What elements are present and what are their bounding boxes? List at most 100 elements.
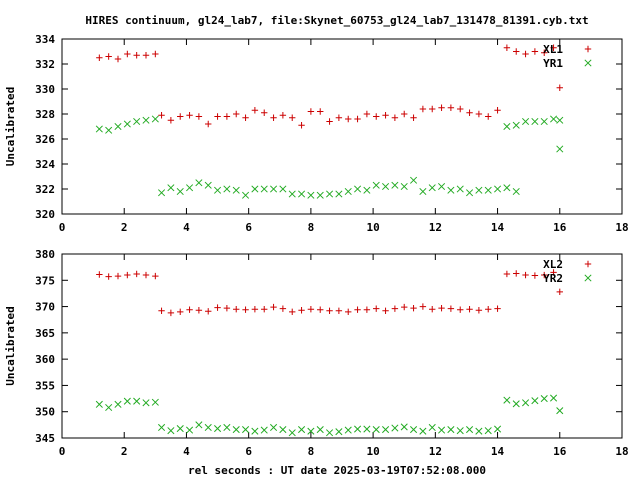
xl1-point <box>541 49 548 56</box>
yr2-point <box>142 399 150 407</box>
yr2-point <box>270 423 278 432</box>
plot-frame <box>61 38 623 215</box>
x-tick-label: 6 <box>245 445 252 458</box>
yr1-point <box>550 115 558 123</box>
yr1-point <box>260 185 268 193</box>
xl1-point <box>152 50 159 58</box>
xl2-point <box>550 269 557 276</box>
xl1-point <box>261 109 268 116</box>
legend-label: XL1 <box>543 43 563 56</box>
x-axis-label: rel seconds : UT date 2025-03-19T07:52:0… <box>188 464 486 477</box>
legend-label: YR2 <box>543 272 563 285</box>
top-panel: 0 2 4 6 8 10 12 14 16 18 320 322 324 326 328 330 332 334 U… <box>4 33 629 234</box>
yr2-point <box>123 397 131 405</box>
xl1-point <box>401 110 408 118</box>
xl2-point <box>429 306 436 313</box>
yr2-point <box>204 423 212 432</box>
yr2-point <box>279 426 287 434</box>
x-tick-label: 8 <box>308 445 315 458</box>
x-tick-label: 10 <box>366 445 379 458</box>
xl1-point <box>354 115 361 123</box>
xl1-point <box>233 110 240 118</box>
xl2-point <box>382 307 389 314</box>
y-tick-label: 330 <box>35 83 55 96</box>
xl1-point <box>410 114 417 121</box>
xl2-point <box>279 305 287 312</box>
yr1-point <box>151 115 159 123</box>
xl1-point <box>531 48 539 55</box>
yr2-point <box>251 427 259 435</box>
x-tick-label: 16 <box>553 445 567 458</box>
xl1-point <box>124 50 131 58</box>
xl2-point <box>114 272 122 280</box>
yr1-point <box>391 181 399 189</box>
xl1-point <box>457 105 464 113</box>
yr1-point <box>512 121 520 129</box>
legend-label: XL2 <box>543 258 563 271</box>
xl1-point <box>195 113 203 120</box>
yr1-point <box>316 191 324 199</box>
xl1-point <box>373 113 380 120</box>
xl2-point <box>326 307 333 314</box>
yr2-point <box>260 426 268 434</box>
yr1-point <box>419 187 427 196</box>
xl1-point <box>133 52 140 59</box>
xl1-point <box>475 110 483 118</box>
yr2-point <box>133 397 141 405</box>
xl2-point <box>410 304 417 312</box>
xl2-point <box>205 308 212 315</box>
x-tick-label: 10 <box>366 221 379 234</box>
yr2-point <box>307 427 315 435</box>
yr2-point <box>114 400 122 408</box>
xl1-point <box>419 105 427 113</box>
xl1-point <box>522 50 529 58</box>
xl1-point <box>485 113 492 120</box>
yr1-point <box>363 186 371 194</box>
xl2-point <box>485 306 492 313</box>
y-tick-label: 360 <box>35 353 55 366</box>
xl2-point <box>522 271 529 279</box>
xl2-point <box>223 304 231 312</box>
yr2-point <box>531 397 539 405</box>
xl2-point <box>195 307 203 314</box>
yr1-point <box>307 191 315 199</box>
xl2-point <box>133 270 140 278</box>
yr1-point <box>114 122 122 131</box>
xl1-point <box>466 109 473 116</box>
yr2-point <box>456 427 464 435</box>
xl1-point <box>214 113 221 120</box>
xl2-point <box>475 307 483 314</box>
xl2-point <box>531 272 539 279</box>
yr1-point <box>186 184 194 192</box>
yr2-point <box>428 423 436 432</box>
bottom-panel: 0 2 4 6 8 10 12 14 16 18 345 350 355 360 365 370 375 380 U… <box>4 248 629 458</box>
xl2-point <box>289 308 296 316</box>
yr1-point <box>223 185 231 193</box>
yr2-point <box>363 425 371 433</box>
y-tick-label: 365 <box>35 327 55 340</box>
xl1-point <box>279 112 287 119</box>
yr1-point <box>214 186 222 194</box>
y-tick-label: 332 <box>35 58 55 71</box>
xl1-point <box>326 118 333 125</box>
xl1-point <box>242 114 249 121</box>
xl2-point <box>214 304 221 311</box>
y-axis-label: Uncalibrated <box>4 306 17 385</box>
xl2-point <box>152 272 159 280</box>
yr1-point <box>335 190 343 198</box>
xl2-point <box>391 305 399 312</box>
yr1-point <box>382 182 390 191</box>
xl1-point <box>447 104 455 111</box>
yr2-point <box>186 426 194 434</box>
xl2-point <box>233 306 240 313</box>
xl1-point <box>96 54 103 61</box>
xl2-point <box>503 270 511 278</box>
y-tick-label: 328 <box>35 108 55 121</box>
yr1-point <box>204 181 212 189</box>
yr1-point <box>251 185 259 193</box>
xl2-point <box>513 270 520 277</box>
yr2-point <box>503 396 511 404</box>
xl2-point <box>96 271 103 278</box>
xl1-point <box>391 114 399 121</box>
xl2-point <box>158 307 165 314</box>
